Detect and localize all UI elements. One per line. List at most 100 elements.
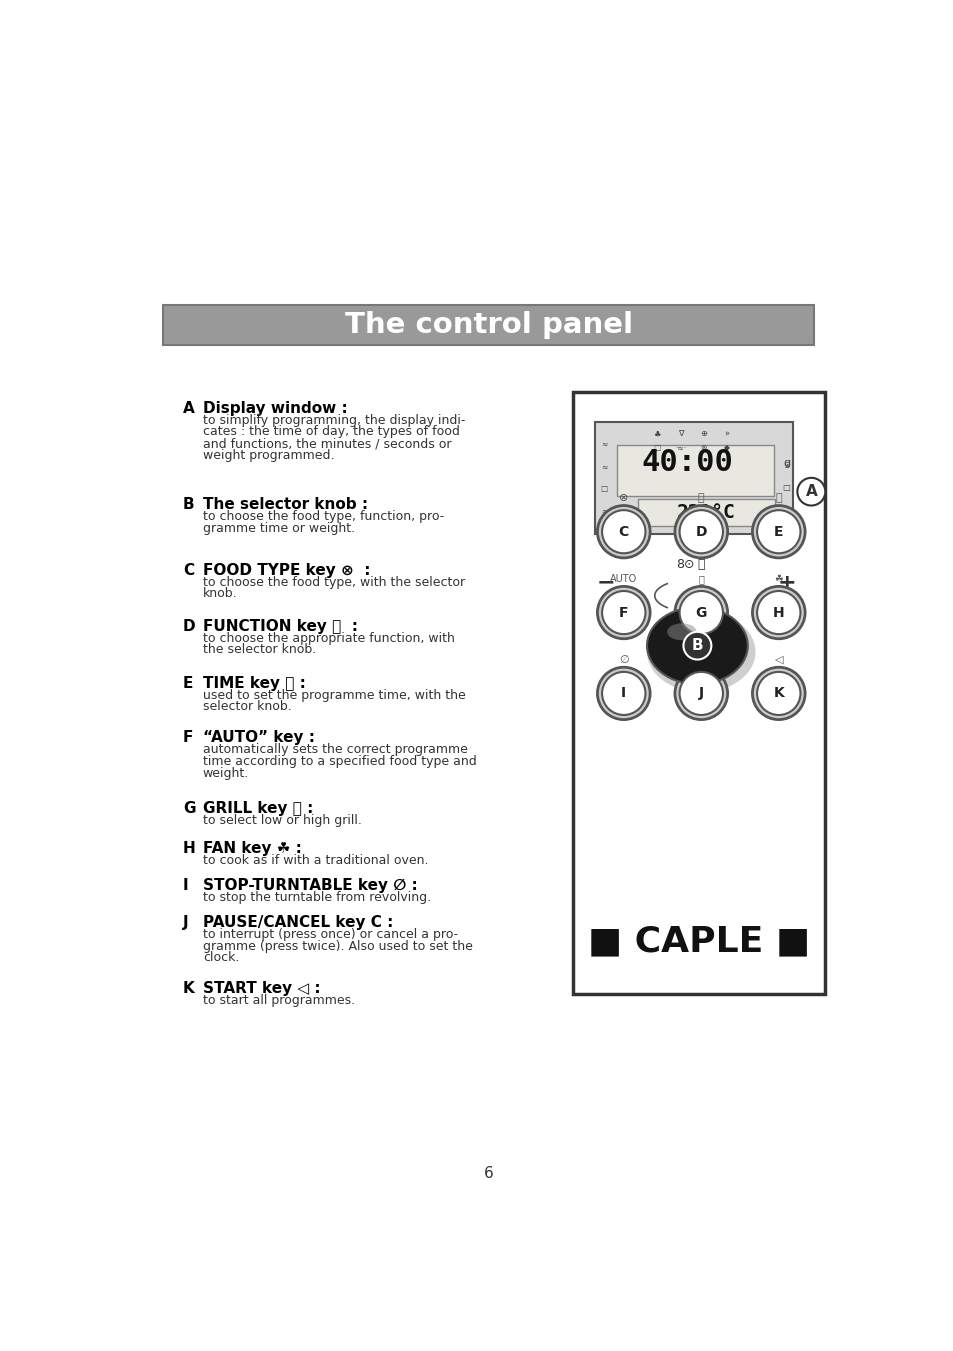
Text: ∅: ∅ [618,654,628,665]
Text: ☘: ☘ [774,574,782,584]
Text: B: B [691,638,702,653]
Text: ◁: ◁ [774,654,782,665]
Text: the selector knob.: the selector knob. [203,643,315,657]
FancyBboxPatch shape [163,305,814,346]
Text: C: C [618,524,628,539]
Text: ⊙: ⊙ [782,461,789,469]
Circle shape [601,671,645,715]
Text: E: E [773,524,782,539]
Text: +: + [777,573,795,593]
Text: B: B [183,497,194,512]
Text: gramme time or weight.: gramme time or weight. [203,521,355,535]
Text: ≈: ≈ [600,507,607,516]
Circle shape [597,667,649,720]
Text: to start all programmes.: to start all programmes. [203,994,355,1006]
Text: to cook as if with a traditional oven.: to cook as if with a traditional oven. [203,854,428,867]
Circle shape [679,590,722,634]
Text: AUTO: AUTO [610,574,637,584]
Text: FUNCTION key ㏙  :: FUNCTION key ㏙ : [203,619,357,634]
Text: 6: 6 [483,1166,494,1181]
Text: TIME key ⌛ :: TIME key ⌛ : [203,676,306,690]
Text: I: I [620,686,626,700]
Text: The control panel: The control panel [344,311,633,339]
Circle shape [752,667,804,720]
Text: to stop the turntable from revolving.: to stop the turntable from revolving. [203,892,431,904]
Text: to simplify programming, the display indi-: to simplify programming, the display ind… [203,413,465,427]
FancyBboxPatch shape [617,446,773,496]
Text: PAUSE/CANCEL key C :: PAUSE/CANCEL key C : [203,915,393,931]
Text: ㏙: ㏙ [698,493,704,503]
FancyBboxPatch shape [637,499,774,527]
Circle shape [674,586,727,639]
Text: 8⊙: 8⊙ [676,558,695,571]
Text: time according to a specified food type and: time according to a specified food type … [203,755,476,767]
Text: “AUTO” key :: “AUTO” key : [203,731,314,746]
Text: A: A [804,484,817,499]
Circle shape [674,505,727,558]
Text: ∇: ∇ [677,430,682,439]
Text: used to set the programme time, with the: used to set the programme time, with the [203,689,465,701]
Ellipse shape [666,623,696,640]
Text: A: A [183,401,194,416]
Circle shape [601,590,645,634]
Text: −: − [596,573,615,593]
Ellipse shape [646,612,755,692]
Circle shape [682,632,711,659]
Circle shape [752,586,804,639]
Text: knob.: knob. [203,588,237,600]
Text: □: □ [781,484,790,492]
Text: F: F [183,731,193,746]
Text: □: □ [600,484,607,493]
Text: to select low or high grill.: to select low or high grill. [203,815,361,827]
Text: and functions, the minutes / seconds or: and functions, the minutes / seconds or [203,436,451,450]
Text: ⊗: ⊗ [618,493,628,503]
Text: ■ CAPLE ■: ■ CAPLE ■ [588,924,809,958]
Text: FOOD TYPE key ⊗  :: FOOD TYPE key ⊗ : [203,562,370,577]
Circle shape [679,671,722,715]
Text: □: □ [653,443,660,451]
Text: J: J [698,686,703,700]
Text: ⌛: ⌛ [775,493,781,503]
Text: E: E [183,676,193,690]
Text: ≈: ≈ [600,462,607,470]
Text: to interrupt (press once) or cancel a pro-: to interrupt (press once) or cancel a pr… [203,928,457,942]
Text: to choose the food type, with the selector: to choose the food type, with the select… [203,576,465,589]
Text: H: H [183,842,195,857]
Text: The selector knob :: The selector knob : [203,497,368,512]
Circle shape [757,511,800,554]
Text: 40:00: 40:00 [641,449,733,477]
Text: to choose the appropriate function, with: to choose the appropriate function, with [203,632,455,644]
Text: to choose the food type, function, pro-: to choose the food type, function, pro- [203,511,444,523]
Ellipse shape [646,607,747,684]
Text: G: G [695,605,706,620]
Text: Display window :: Display window : [203,401,347,416]
Text: cates : the time of day, the types of food: cates : the time of day, the types of fo… [203,426,459,439]
Text: »: » [723,430,729,439]
Circle shape [674,667,727,720]
Text: ⊗: ⊗ [700,443,706,451]
Circle shape [601,511,645,554]
Text: 220°C: 220°C [677,503,735,521]
Circle shape [797,478,824,505]
Text: ≈: ≈ [600,439,607,449]
Text: g: g [782,458,789,467]
Circle shape [597,586,649,639]
Text: ⌛: ⌛ [697,558,704,571]
Text: C: C [183,562,193,577]
Text: selector knob.: selector knob. [203,700,292,713]
Text: C: C [697,654,704,665]
Text: H: H [772,605,783,620]
Circle shape [679,511,722,554]
Text: G: G [183,801,195,816]
Text: ♣: ♣ [653,430,660,439]
Text: I: I [183,878,189,893]
Circle shape [752,505,804,558]
Text: ⌒: ⌒ [698,574,703,584]
Text: D: D [695,524,706,539]
Text: J: J [183,915,189,931]
Text: STOP-TURNTABLE key ∅ :: STOP-TURNTABLE key ∅ : [203,878,417,893]
Text: ·≈·: ·≈· [674,443,685,451]
FancyBboxPatch shape [595,423,792,534]
Text: K: K [183,981,194,996]
Text: ◆: ◆ [723,443,729,451]
